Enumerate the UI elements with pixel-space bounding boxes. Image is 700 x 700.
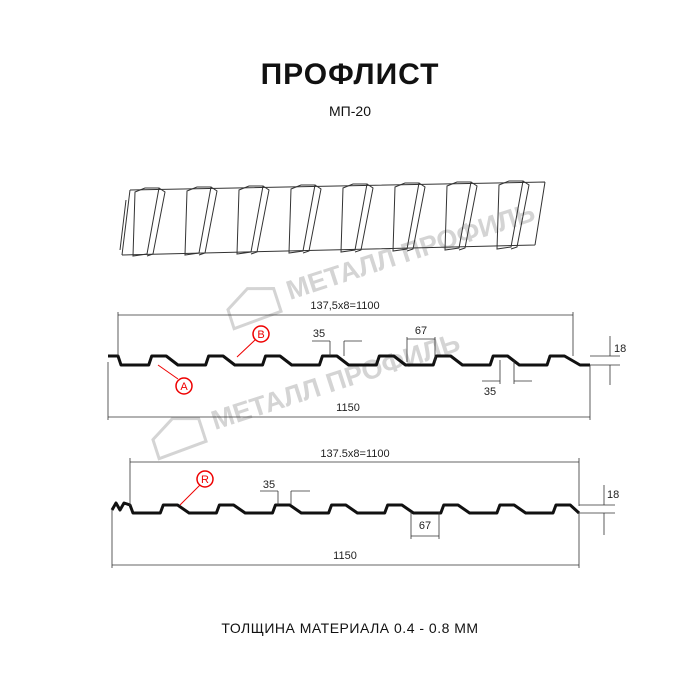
profile-bottom-diagram: 137.5x8=1100 1150 35 67 18 R (110, 448, 619, 568)
label-a: A (180, 381, 188, 393)
watermark-logo-icon (226, 286, 283, 331)
dim-label-valley: 67 (419, 520, 431, 532)
watermark-text: МЕТАЛЛ ПРОФИЛЬ (208, 327, 464, 436)
dim-label-top: 35 (263, 479, 275, 491)
label-r: R (201, 474, 209, 486)
sheet-rib (340, 183, 374, 253)
label-b: B (257, 329, 264, 341)
page-subtitle: МП-20 (329, 103, 371, 119)
dim-label-pitch: 137,5x8=1100 (310, 300, 379, 312)
dim-label-width: 1150 (336, 402, 360, 414)
dim-label-top: 35 (313, 328, 325, 340)
sheet-rib (236, 185, 270, 255)
sheet-rib (184, 186, 218, 256)
sheet-rib (392, 182, 426, 252)
watermark-logo-icon (151, 416, 208, 461)
watermark-1: МЕТАЛЛ ПРОФИЛЬ (226, 197, 539, 331)
profile-bottom-line (110, 501, 581, 515)
page-title: ПРОФЛИСТ (260, 58, 440, 91)
sheet-rib (288, 184, 322, 254)
profile-top-line (108, 354, 590, 367)
dim-label-height: 18 (607, 489, 619, 501)
dim-label-pitch: 137.5x8=1100 (320, 448, 389, 460)
watermark-2: МЕТАЛЛ ПРОФИЛЬ (151, 327, 464, 461)
sheet-rib (496, 180, 530, 250)
sheet-outline (119, 181, 546, 256)
sheet-rib (444, 181, 478, 251)
watermark-text: МЕТАЛЛ ПРОФИЛЬ (283, 197, 539, 306)
dim-label-width: 1150 (333, 550, 357, 562)
sheet-rib (132, 187, 166, 257)
profile-top-diagram: 137,5x8=1100 1150 35 67 35 18 A B (107, 300, 626, 420)
dim-label-height: 18 (614, 343, 626, 355)
dim-label-bottom: 35 (484, 386, 496, 398)
sheet-3d-illustration (119, 180, 546, 257)
dim-label-valley: 67 (415, 325, 427, 337)
material-thickness-note: ТОЛЩИНА МАТЕРИАЛА 0.4 - 0.8 ММ (221, 620, 479, 636)
